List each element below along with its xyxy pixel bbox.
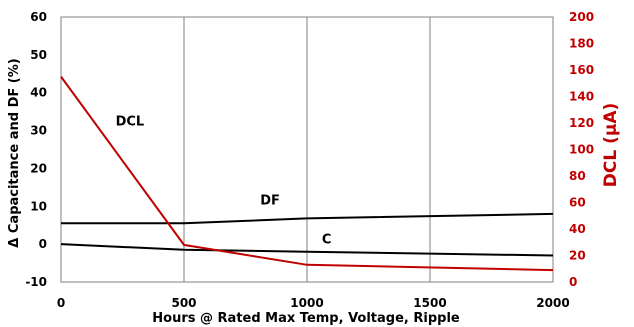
series-label-df: DF <box>260 193 280 208</box>
series-label-c: C <box>322 232 332 247</box>
x-tick-label: 0 <box>57 296 65 310</box>
series-line-c <box>60 243 554 257</box>
x-tick-label: 1500 <box>413 296 446 310</box>
right-axis-ticks: 0 20 40 60 80 100 120 140 160 180 200 <box>569 10 594 289</box>
y2-tick-label: 100 <box>569 143 594 157</box>
series-line-dcl <box>60 76 554 272</box>
y-tick-label: 10 <box>30 199 47 213</box>
y2-tick-label: 140 <box>569 90 594 104</box>
y2-tick-label: 120 <box>569 116 594 130</box>
left-axis-ticks: -10 0 10 20 30 40 50 60 <box>25 10 47 289</box>
y-tick-label: 20 <box>30 161 47 175</box>
y-tick-label: 30 <box>30 124 47 138</box>
y2-axis-title: DCL (µA) <box>601 103 621 188</box>
y2-tick-label: 40 <box>569 222 586 236</box>
series-labels: DF C DCL <box>116 115 332 248</box>
grid-lines <box>183 17 431 282</box>
x-tick-label: 2000 <box>536 296 569 310</box>
plot-area-frame <box>60 16 554 283</box>
y-tick-label: -10 <box>25 275 47 289</box>
series-lines <box>60 76 554 272</box>
y-tick-label: 40 <box>30 86 47 100</box>
y2-tick-label: 160 <box>569 63 594 77</box>
y2-tick-label: 200 <box>569 10 594 24</box>
y2-tick-label: 180 <box>569 37 594 51</box>
x-axis-ticks: 0 500 1000 1500 2000 <box>57 296 570 310</box>
x-tick-label: 500 <box>171 296 196 310</box>
y2-tick-label: 20 <box>569 249 586 263</box>
y2-tick-label: 0 <box>569 275 577 289</box>
y-tick-label: 0 <box>39 237 47 251</box>
series-label-dcl: DCL <box>116 115 145 130</box>
x-tick-label: 1000 <box>290 296 323 310</box>
y2-tick-label: 60 <box>569 196 586 210</box>
y-tick-label: 60 <box>30 10 47 24</box>
y-axis-title: Δ Capacitance and DF (%) <box>7 58 22 247</box>
series-line-df <box>61 212 554 225</box>
x-axis-title: Hours @ Rated Max Temp, Voltage, Ripple <box>152 311 460 326</box>
y2-tick-label: 80 <box>569 169 586 183</box>
y-tick-label: 50 <box>30 48 47 62</box>
